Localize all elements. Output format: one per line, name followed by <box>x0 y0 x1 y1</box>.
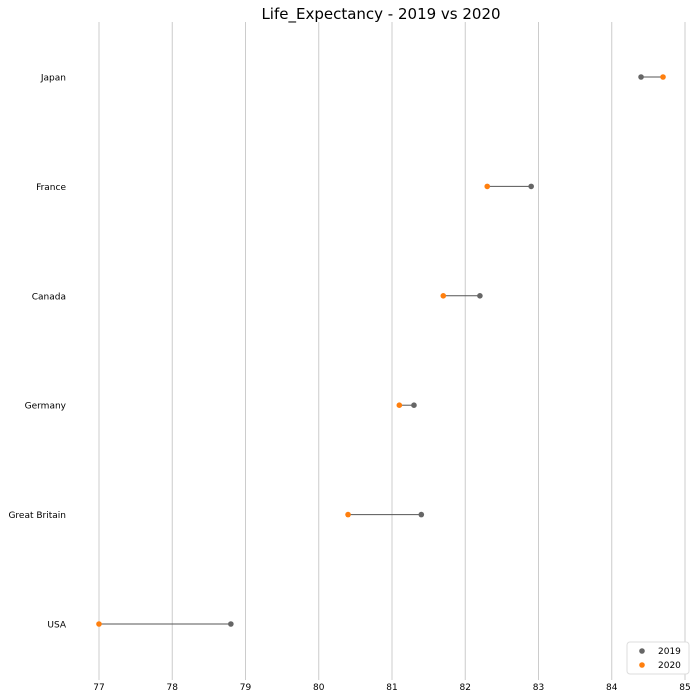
point-2019 <box>477 293 483 299</box>
point-2019 <box>418 511 425 518</box>
point-2020 <box>396 402 403 409</box>
grid-lines <box>98 22 686 680</box>
x-tick-label: 82 <box>460 683 471 693</box>
point-2019 <box>228 621 234 627</box>
x-tick-label: 83 <box>533 683 544 693</box>
x-tick-label: 77 <box>93 683 104 693</box>
point-2020 <box>660 74 666 80</box>
y-tick-label: Great Britain <box>8 511 66 521</box>
y-tick-label: Germany <box>25 402 67 412</box>
point-2020 <box>345 511 351 518</box>
point-2019 <box>528 183 534 190</box>
y-tick-label: France <box>36 183 66 193</box>
x-tick-label: 79 <box>240 683 252 693</box>
x-tick-label: 80 <box>313 683 325 693</box>
point-2020 <box>96 621 102 627</box>
point-2019 <box>638 74 644 80</box>
point-2020 <box>440 293 447 299</box>
point-2019 <box>411 402 417 409</box>
legend-label-2020: 2020 <box>658 661 681 671</box>
y-tick-label: Japan <box>40 74 66 84</box>
chart-title: Life_Expectancy - 2019 vs 2020 <box>261 5 500 24</box>
legend-marker-2019 <box>639 648 645 654</box>
y-tick-label: Canada <box>32 292 66 302</box>
legend-label-2019: 2019 <box>658 647 681 657</box>
y-axis-labels: Japan France Canada Germany Great Britain USA <box>8 74 66 631</box>
x-tick-label: 81 <box>386 683 397 693</box>
x-tick-label: 84 <box>606 683 618 693</box>
legend: 2019 2020 <box>626 641 690 675</box>
x-tick-label: 85 <box>679 683 690 693</box>
point-2020 <box>484 183 491 190</box>
dumbbell-marks <box>96 74 666 627</box>
x-tick-label: 78 <box>167 683 179 693</box>
y-tick-label: USA <box>47 621 66 631</box>
legend-marker-2020 <box>639 662 645 668</box>
x-axis-ticks: 77 78 79 80 81 82 83 84 85 <box>93 683 690 693</box>
